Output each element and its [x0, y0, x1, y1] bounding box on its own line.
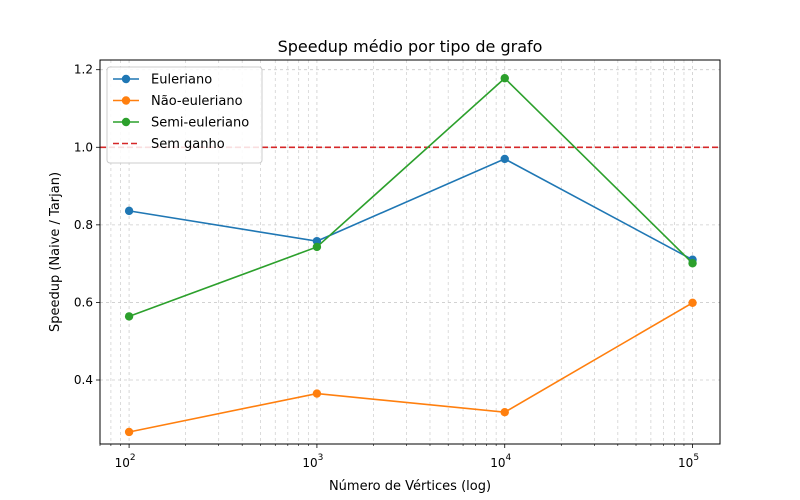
plot-frame: [99, 59, 721, 445]
legend-label: Não-euleriano: [151, 94, 243, 109]
x-tick-label: 102: [115, 453, 136, 470]
x-tick-label-exponent: 5: [693, 453, 699, 463]
data-point-semi-euleriano: [500, 74, 509, 83]
x-tick-label: 104: [490, 453, 511, 470]
data-point-euleriano: [500, 154, 509, 164]
chart-title: Speedup médio por tipo de grafo: [278, 37, 543, 56]
data-point-n-o-euleriano: [688, 298, 697, 308]
x-tick-label-base: 10: [490, 456, 505, 470]
series-line-semi-euleriano: [128, 77, 694, 318]
legend-marker: [121, 117, 131, 127]
data-point-semi-euleriano: [312, 242, 322, 252]
series-line-n-o-euleriano: [128, 302, 693, 433]
legend-label: Semi-euleriano: [151, 116, 249, 131]
data-point-euleriano: [312, 236, 322, 246]
x-tick-label-exponent: 4: [506, 453, 512, 463]
series-line-euleriano: [128, 158, 693, 261]
y-tick-label: 1.2: [74, 63, 93, 77]
legend-marker: [121, 74, 131, 84]
x-tick-label-base: 10: [678, 456, 693, 470]
data-point-semi-euleriano: [124, 312, 134, 321]
x-axis-ticks: 102 103 104 105: [99, 444, 699, 470]
legend-label: Euleriano: [151, 73, 212, 88]
x-tick-label-base: 10: [115, 456, 130, 470]
y-axis-ticks: 0.4 0.6 0.8 1.0 1.2: [74, 63, 100, 387]
legend-label: Sem ganho: [151, 137, 225, 152]
y-tick-label: 0.8: [74, 218, 93, 232]
x-tick-label-exponent: 3: [318, 453, 324, 463]
x-tick-label: 103: [302, 453, 323, 470]
y-axis-label: Speedup (Naive / Tarjan): [48, 172, 63, 332]
data-point-n-o-euleriano: [124, 427, 134, 437]
legend-marker: [121, 96, 131, 105]
x-tick-label-base: 10: [302, 456, 317, 470]
data-point-semi-euleriano: [688, 259, 697, 268]
series: [124, 74, 697, 437]
x-axis-label: Número de Vértices (log): [329, 479, 491, 494]
legend-box: [106, 66, 263, 164]
y-tick-label: 0.6: [74, 295, 93, 309]
data-point-n-o-euleriano: [500, 407, 509, 417]
data-point-n-o-euleriano: [312, 389, 322, 398]
y-tick-label: 1.0: [74, 140, 93, 154]
x-tick-label: 105: [678, 453, 699, 470]
x-tick-label-exponent: 2: [130, 453, 136, 463]
y-tick-label: 0.4: [74, 373, 93, 387]
data-point-euleriano: [124, 206, 134, 216]
legend: Euleriano Não-euleriano Semi-euleriano Sem …: [106, 66, 263, 164]
